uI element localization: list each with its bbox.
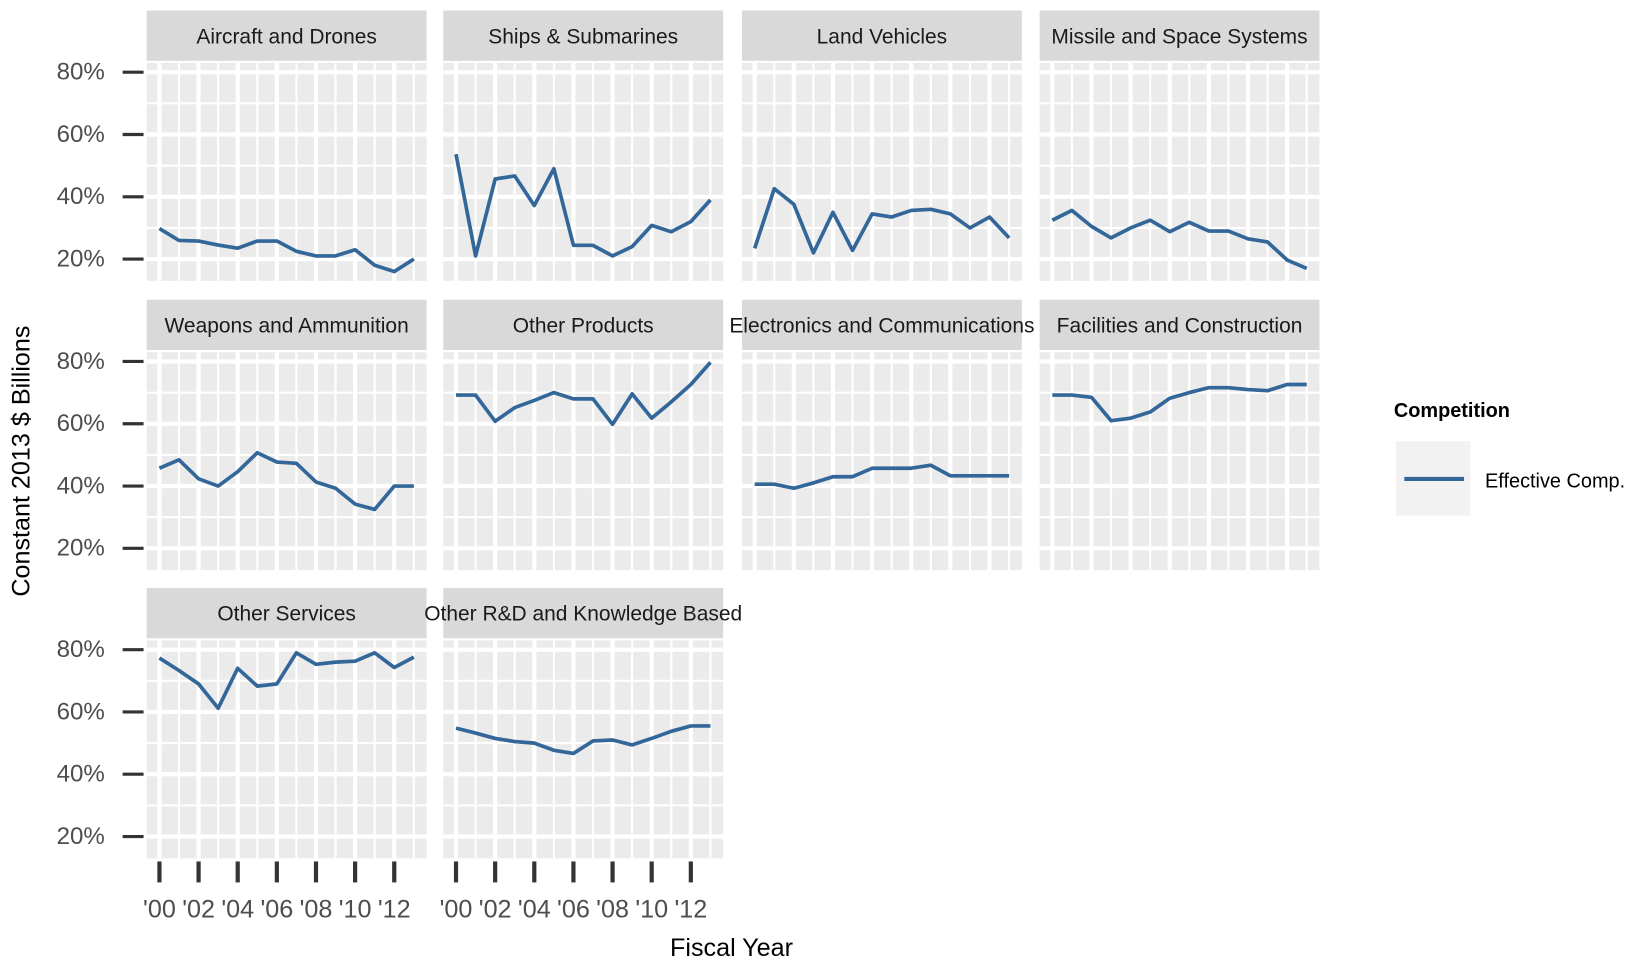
strip-title: Land Vehicles [817, 25, 947, 48]
series-line [454, 153, 712, 258]
x-tick-label: '02 [182, 895, 215, 923]
series-line [754, 463, 1010, 491]
strip [1039, 10, 1320, 61]
y-axis-title: Constant 2013 $ Billions [8, 326, 36, 597]
y-tick-label: 40% [57, 472, 105, 499]
series-line [455, 724, 711, 756]
strip [146, 299, 427, 351]
series-line [158, 450, 414, 512]
x-tick-label: '02 [479, 895, 512, 923]
strip-title: Other Services [217, 603, 356, 626]
y-tick-label: 60% [57, 410, 105, 437]
x-tick-label: '08 [596, 895, 629, 923]
panel-background [1039, 352, 1320, 571]
x-tick-label: '06 [260, 895, 293, 923]
y-tick-label: 40% [57, 761, 105, 788]
strip [146, 587, 427, 639]
x-tick-label: '00 [143, 895, 176, 923]
y-tick-label: 20% [57, 245, 105, 272]
y-tick-label: 40% [57, 183, 105, 210]
panel-background [1039, 62, 1320, 281]
y-tick-label: 80% [57, 348, 105, 375]
strip [146, 10, 427, 61]
series-line [158, 226, 415, 274]
strip-title: Electronics and Communications [729, 315, 1034, 338]
strip [443, 587, 724, 639]
y-tick-label: 20% [57, 823, 105, 850]
series-line [752, 186, 1011, 255]
panel-background [443, 352, 724, 571]
panel-background [741, 352, 1022, 571]
x-tick-label: '04 [518, 895, 551, 923]
x-tick-label: '04 [221, 895, 254, 923]
series-line [455, 361, 712, 427]
strip-title: Other R&D and Knowledge Based [424, 603, 742, 626]
x-axis-title: Fiscal Year [670, 934, 793, 962]
plot-root: Fiscal Year Constant 2013 $ Billions Com… [8, 10, 1625, 962]
strip [1039, 299, 1320, 351]
panel-background [741, 62, 1022, 281]
panel-background [146, 640, 427, 859]
x-tick-label: '10 [635, 895, 668, 923]
strip-title: Missile and Space Systems [1051, 25, 1307, 48]
y-tick-label: 80% [57, 636, 105, 663]
y-tick-label: 20% [57, 535, 105, 562]
x-tick-label: '08 [300, 895, 333, 923]
legend-title: Competition [1394, 400, 1510, 422]
x-tick-label: '10 [339, 895, 372, 923]
x-tick-label: '06 [557, 895, 590, 923]
series-line [158, 650, 415, 711]
strip [443, 299, 724, 351]
y-tick-label: 80% [57, 59, 105, 86]
strip-title: Weapons and Ammunition [165, 315, 409, 338]
series-line [1051, 208, 1308, 271]
strip [741, 299, 1022, 351]
series-line [1052, 382, 1307, 423]
strip-title: Aircraft and Drones [196, 25, 377, 48]
x-tick-label: '12 [674, 895, 707, 923]
y-tick-label: 60% [57, 121, 105, 148]
strip-title: Other Products [513, 315, 654, 338]
strip-title: Facilities and Construction [1057, 315, 1303, 338]
strip [443, 10, 724, 61]
x-tick-label: '00 [440, 895, 473, 923]
strip-title: Ships & Submarines [488, 25, 678, 48]
y-tick-label: 60% [57, 698, 105, 725]
strip [741, 10, 1022, 61]
panel-background [443, 62, 724, 281]
x-tick-label: '12 [378, 895, 411, 923]
legend-label: Effective Comp. [1485, 470, 1625, 492]
